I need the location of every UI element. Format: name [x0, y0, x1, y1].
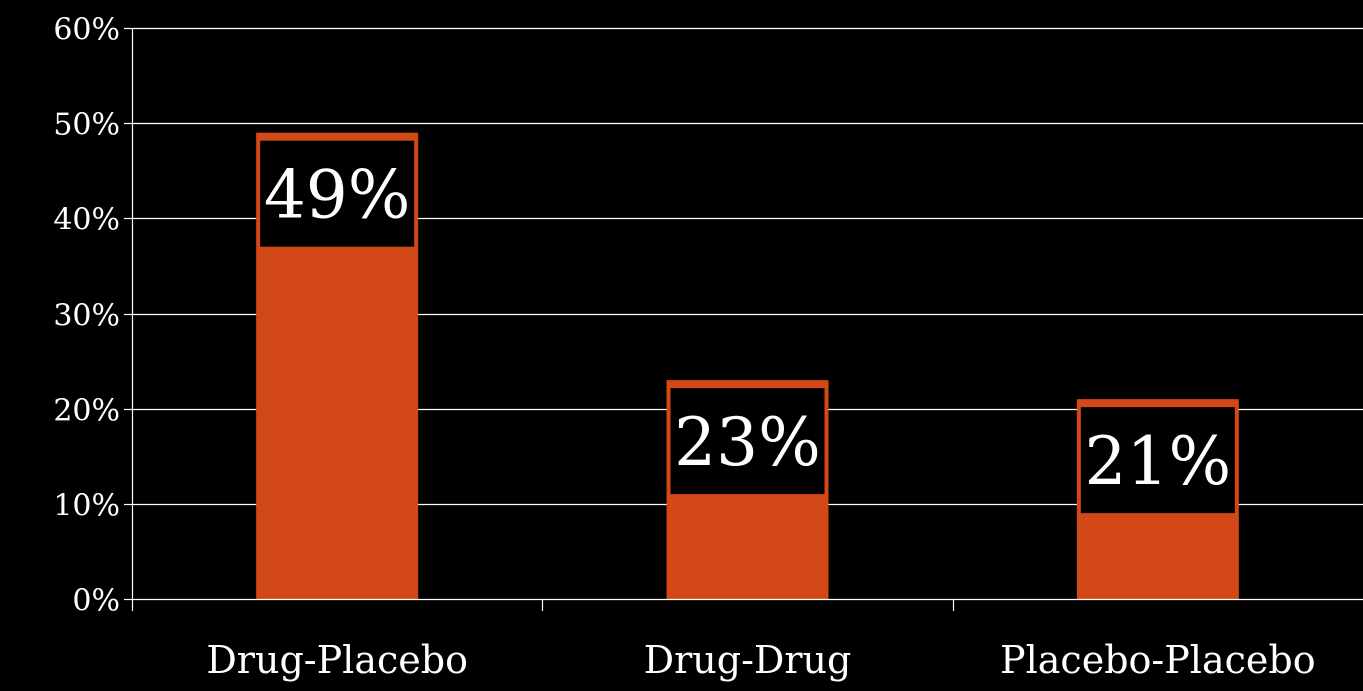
y-tick-label: 50% — [53, 108, 120, 143]
data-label-box — [670, 388, 825, 495]
x-tick-label: Drug-Placebo — [206, 638, 468, 682]
y-tick-label: 0% — [72, 584, 120, 619]
x-tick-label: Placebo-Placebo — [1000, 638, 1316, 682]
x-tick-labels: Drug-Placebo Drug-Drug Placebo-Placebo — [206, 638, 1315, 682]
y-tick-label: 20% — [53, 394, 120, 429]
y-tick-label: 40% — [53, 203, 120, 238]
axes — [124, 27, 1363, 611]
data-label: 23% — [674, 404, 821, 481]
data-label-box — [1080, 407, 1235, 514]
data-labels: 49% 23% 21% — [260, 140, 1235, 514]
y-tick-label: 30% — [53, 299, 120, 334]
y-tick-label: 10% — [53, 489, 120, 524]
data-label: 21% — [1084, 423, 1231, 500]
y-tick-label: 60% — [53, 13, 120, 48]
x-tick-label: Drug-Drug — [644, 638, 852, 682]
y-tick-labels: 0% 10% 20% 30% 40% 50% 60% — [53, 13, 120, 619]
data-label: 49% — [264, 157, 411, 234]
data-label-box — [260, 140, 415, 247]
